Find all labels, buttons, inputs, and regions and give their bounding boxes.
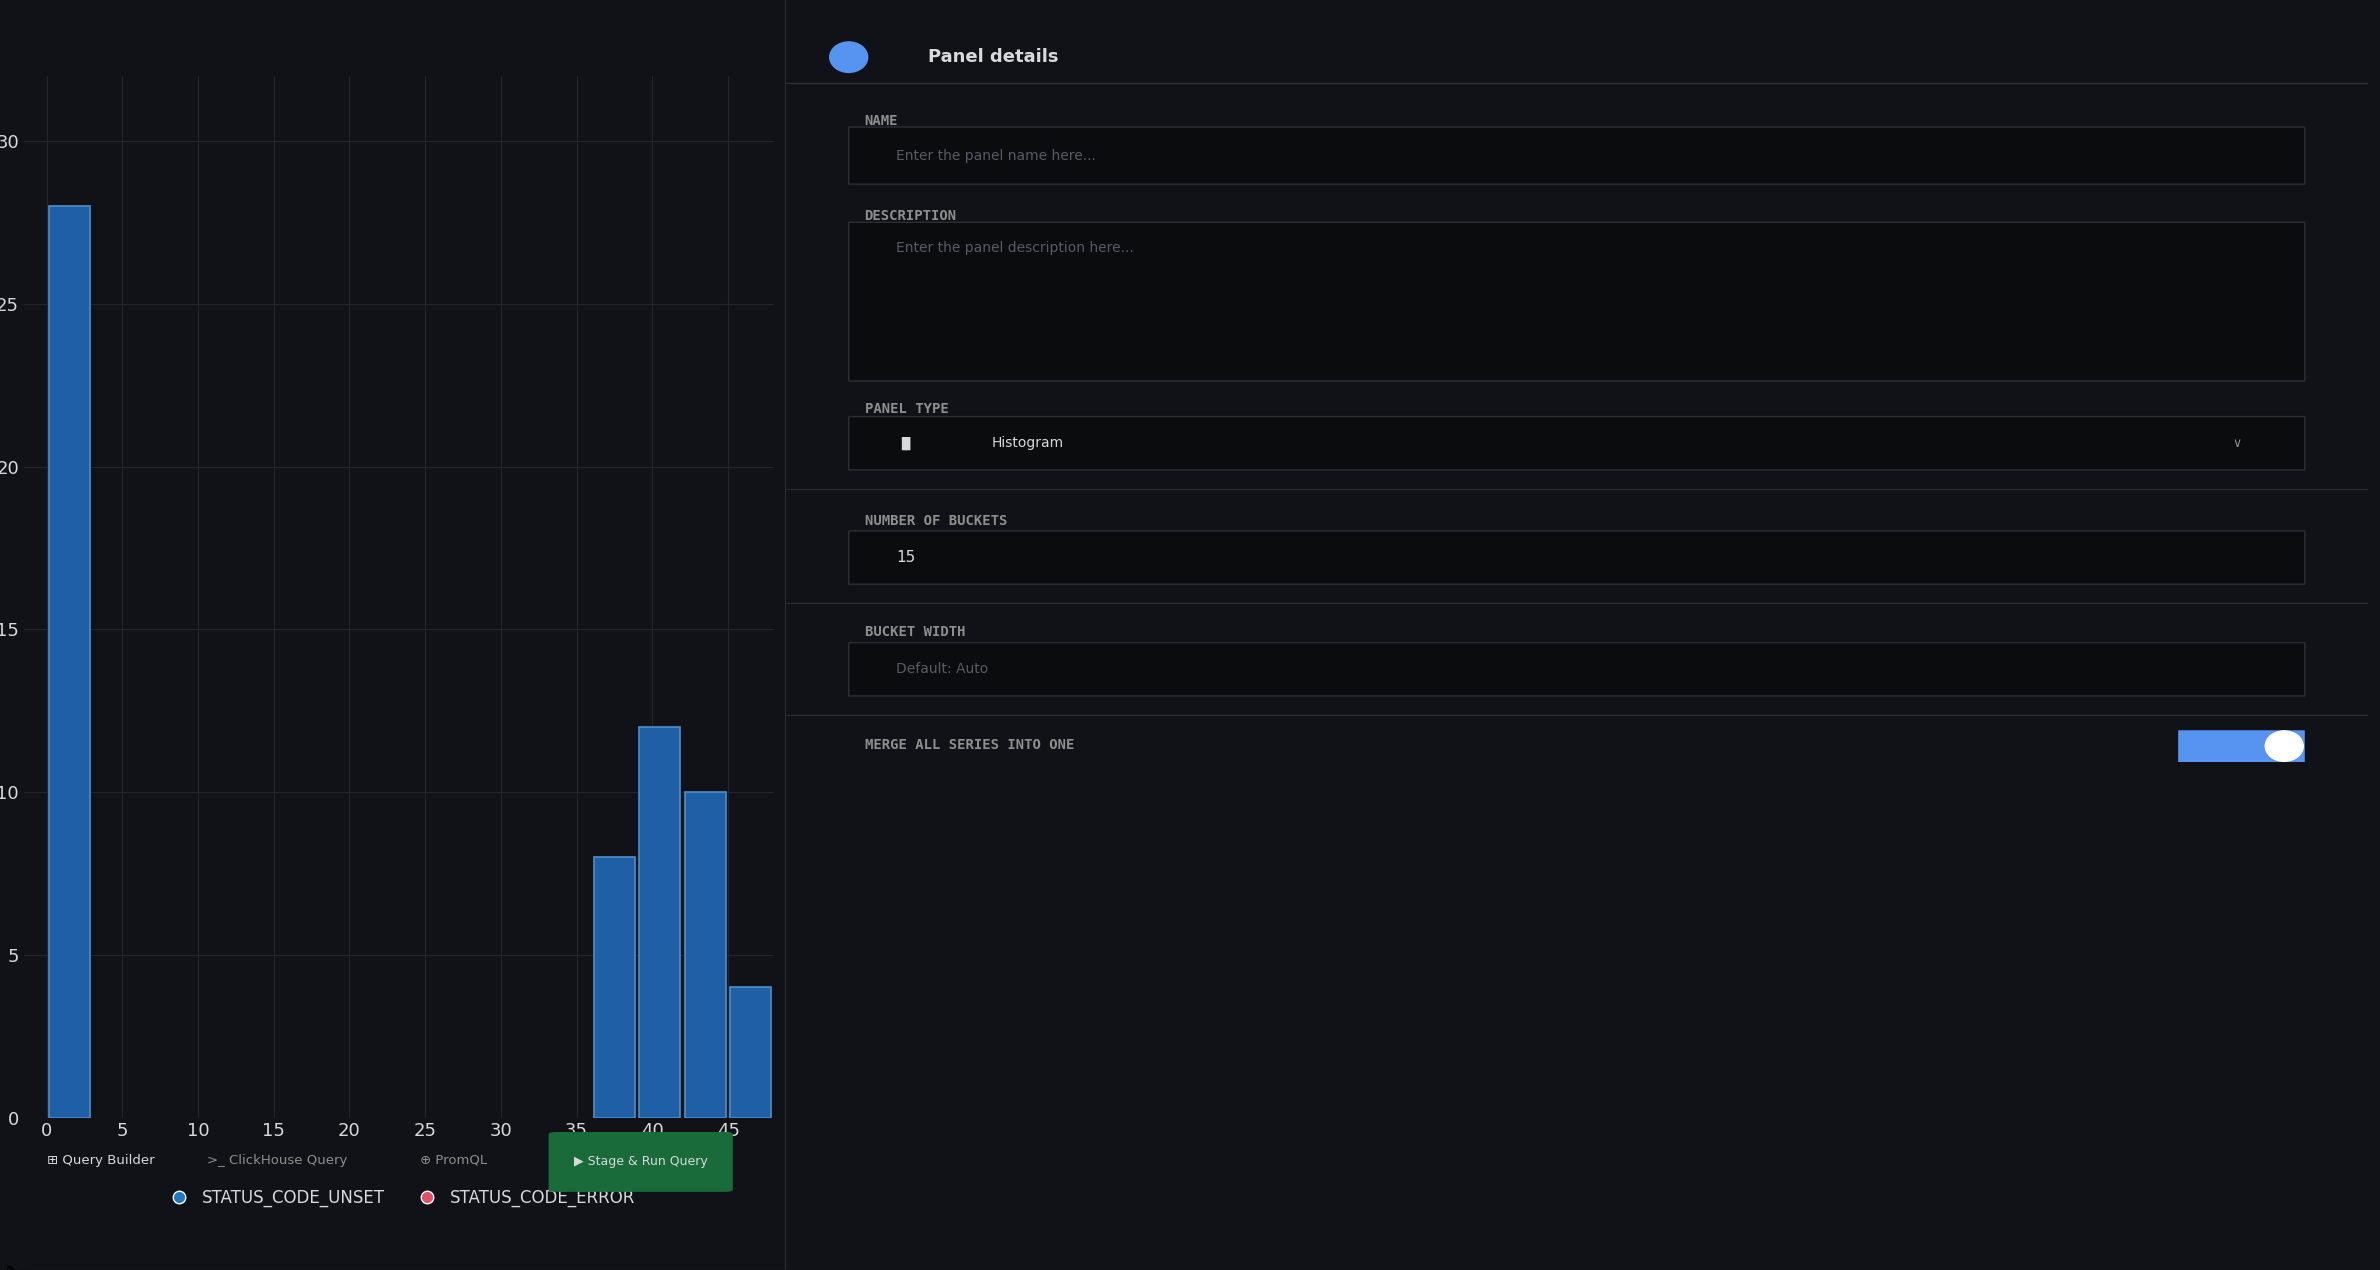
Text: NUMBER OF BUCKETS: NUMBER OF BUCKETS <box>864 513 1007 528</box>
Text: PANEL TYPE: PANEL TYPE <box>864 401 947 417</box>
Bar <box>640 726 681 1118</box>
Bar <box>595 857 635 1118</box>
Text: Default: Auto: Default: Auto <box>897 662 988 677</box>
Text: ⊕ PromQL: ⊕ PromQL <box>419 1154 488 1167</box>
Bar <box>731 988 771 1118</box>
Text: ▶ Stage & Run Query: ▶ Stage & Run Query <box>574 1156 707 1168</box>
Text: NAME: NAME <box>864 113 897 128</box>
Text: 15: 15 <box>897 550 916 565</box>
FancyBboxPatch shape <box>850 531 2304 584</box>
Text: Panel details: Panel details <box>928 48 1059 66</box>
Text: ∨: ∨ <box>2232 437 2242 450</box>
Legend: STATUS_CODE_UNSET, STATUS_CODE_ERROR: STATUS_CODE_UNSET, STATUS_CODE_ERROR <box>155 1182 643 1213</box>
FancyBboxPatch shape <box>850 417 2304 470</box>
Text: >_ ClickHouse Query: >_ ClickHouse Query <box>207 1154 347 1167</box>
Text: MERGE ALL SERIES INTO ONE: MERGE ALL SERIES INTO ONE <box>864 738 1073 753</box>
Text: DESCRIPTION: DESCRIPTION <box>864 208 957 224</box>
Circle shape <box>2266 732 2304 762</box>
FancyBboxPatch shape <box>850 643 2304 696</box>
Text: ▐▌: ▐▌ <box>897 437 916 450</box>
FancyBboxPatch shape <box>2178 730 2304 762</box>
FancyBboxPatch shape <box>850 222 2304 381</box>
Text: Enter the panel description here...: Enter the panel description here... <box>897 241 1133 255</box>
Circle shape <box>831 42 869 72</box>
Text: Enter the panel name here...: Enter the panel name here... <box>897 149 1097 164</box>
FancyBboxPatch shape <box>850 127 2304 184</box>
Bar <box>48 206 90 1118</box>
Bar <box>685 792 726 1118</box>
FancyBboxPatch shape <box>550 1133 733 1191</box>
Text: Histogram: Histogram <box>990 436 1064 451</box>
Text: BUCKET WIDTH: BUCKET WIDTH <box>864 625 964 640</box>
Text: ⊞ Query Builder: ⊞ Query Builder <box>48 1154 155 1167</box>
